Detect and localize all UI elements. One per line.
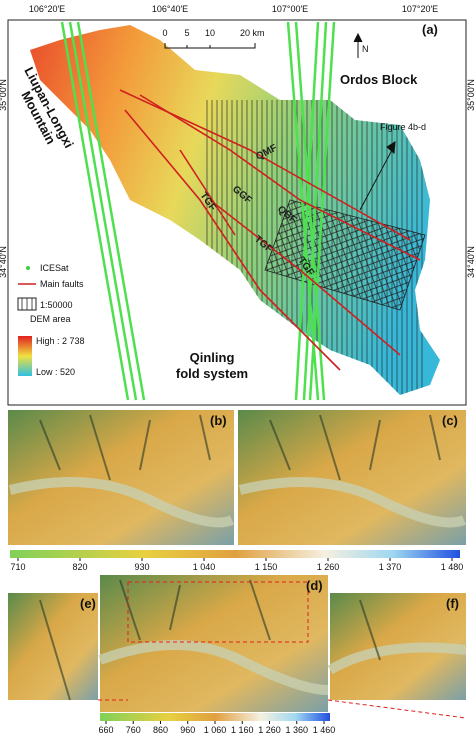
panel-d [100, 575, 328, 712]
colorbar-tick-label: 1 460 [313, 725, 336, 735]
figure-ref: Figure 4b-d [380, 122, 426, 132]
coord-label: 107°00′E [272, 4, 308, 14]
legend-label: High : 2 738 [36, 336, 85, 346]
scale-bar: 0 5 10 20 km [162, 28, 265, 49]
scale-label: 0 [162, 28, 167, 38]
region-label: Qinling fold system [176, 350, 248, 381]
colorbar-tick-label: 1 360 [285, 725, 308, 735]
panel-label: (c) [442, 413, 458, 428]
colorbar-tick-label: 660 [98, 725, 113, 735]
coord-label: 106°20′E [29, 4, 65, 14]
colorbar-tick-label: 1 260 [258, 725, 281, 735]
dem-panels: (b) (c) (e) (d) (f) [8, 410, 467, 719]
panel-label: (e) [80, 596, 96, 611]
legend: ICESat Main faults 1:50000 DEM area High … [17, 263, 85, 377]
colorbar-tick-label: 1 040 [193, 562, 216, 572]
scale-label: 5 [184, 28, 189, 38]
coord-label: 35°00′N [466, 79, 474, 111]
colorbar [100, 713, 330, 721]
icesat-tracks [60, 21, 336, 401]
legend-label-line: 1:50000 [40, 300, 73, 310]
colorbar-tick-label: 820 [72, 562, 87, 572]
panel-a: (a) 106°20′E 106°40′E 107°00′E 107°20′E … [0, 4, 474, 406]
coord-label: 106°40′E [152, 4, 188, 14]
coord-label: 107°20′E [402, 4, 438, 14]
leader [359, 141, 396, 211]
colorbar-tick-label: 1 150 [255, 562, 278, 572]
colorbar-tick-label: 1 060 [204, 725, 227, 735]
panel-label: (f) [446, 596, 459, 611]
colorbar-tick-label: 1 260 [317, 562, 340, 572]
colorbar-tick-label: 860 [153, 725, 168, 735]
legend-label-line: DEM area [30, 314, 71, 324]
region-label-line: Qinling [190, 350, 235, 365]
colorbar-tick-label: 930 [134, 562, 149, 572]
colorbar-tick-label: 960 [180, 725, 195, 735]
colorbar-tick-label: 1 160 [231, 725, 254, 735]
region-label: Ordos Block [340, 72, 418, 87]
colorbar-tick-label: 1 480 [441, 562, 464, 572]
scale-label: 10 [205, 28, 215, 38]
colorbar-tick-label: 1 370 [379, 562, 402, 572]
colorbar [10, 550, 460, 558]
legend-label: 1:50000 DEM area [30, 300, 73, 324]
faults [119, 89, 421, 371]
legend-label: ICESat [40, 263, 69, 273]
panel-label: (a) [422, 22, 438, 37]
panel-label: (d) [306, 578, 323, 593]
scale-label: 20 km [240, 28, 265, 38]
north-label: N [362, 44, 369, 54]
coord-label: 35°00′N [0, 79, 8, 111]
colorbar-tick-label: 760 [126, 725, 141, 735]
panel-label: (b) [210, 413, 227, 428]
coord-label: 34°40′N [0, 246, 8, 278]
legend-label: Low : 520 [36, 367, 75, 377]
coord-label: 34°40′N [466, 246, 474, 278]
colorbar-tick-label: 710 [10, 562, 25, 572]
north-arrow [353, 32, 363, 58]
region-label-line: fold system [176, 366, 248, 381]
legend-label: Main faults [40, 279, 84, 289]
